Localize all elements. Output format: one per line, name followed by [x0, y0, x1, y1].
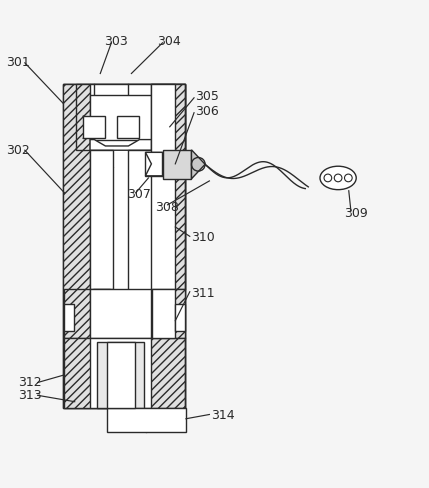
Bar: [90, 150, 114, 289]
Bar: [83, 116, 106, 138]
Text: 303: 303: [104, 35, 127, 48]
Bar: [107, 408, 186, 431]
Bar: [128, 150, 152, 338]
Bar: [151, 84, 184, 338]
Bar: [90, 95, 151, 140]
Bar: [151, 84, 175, 289]
Bar: [64, 304, 74, 331]
Bar: [76, 84, 184, 150]
Text: 312: 312: [18, 376, 42, 389]
Text: 306: 306: [195, 105, 219, 119]
Text: 308: 308: [155, 201, 179, 214]
Bar: [175, 304, 184, 331]
Bar: [97, 342, 144, 408]
Bar: [64, 289, 184, 338]
Text: 305: 305: [195, 90, 219, 103]
Polygon shape: [90, 140, 151, 150]
Bar: [90, 338, 151, 408]
Bar: [93, 289, 110, 338]
Text: 301: 301: [6, 56, 30, 69]
Bar: [90, 84, 151, 338]
Bar: [117, 116, 139, 138]
Text: 310: 310: [191, 231, 215, 244]
Text: 313: 313: [18, 389, 42, 402]
Text: 311: 311: [191, 286, 214, 300]
Ellipse shape: [320, 166, 356, 190]
Text: 304: 304: [157, 35, 181, 48]
Bar: [63, 84, 184, 408]
Text: 307: 307: [127, 188, 151, 202]
Bar: [163, 150, 191, 179]
Text: 314: 314: [211, 409, 235, 422]
Bar: [107, 342, 135, 408]
Polygon shape: [145, 152, 163, 176]
Polygon shape: [191, 150, 205, 179]
Bar: [145, 152, 163, 176]
Text: 302: 302: [6, 144, 30, 157]
Bar: [152, 289, 175, 338]
Bar: [64, 338, 184, 408]
Text: 309: 309: [344, 207, 368, 220]
Bar: [151, 84, 184, 289]
Bar: [90, 289, 151, 338]
Bar: [63, 84, 90, 408]
